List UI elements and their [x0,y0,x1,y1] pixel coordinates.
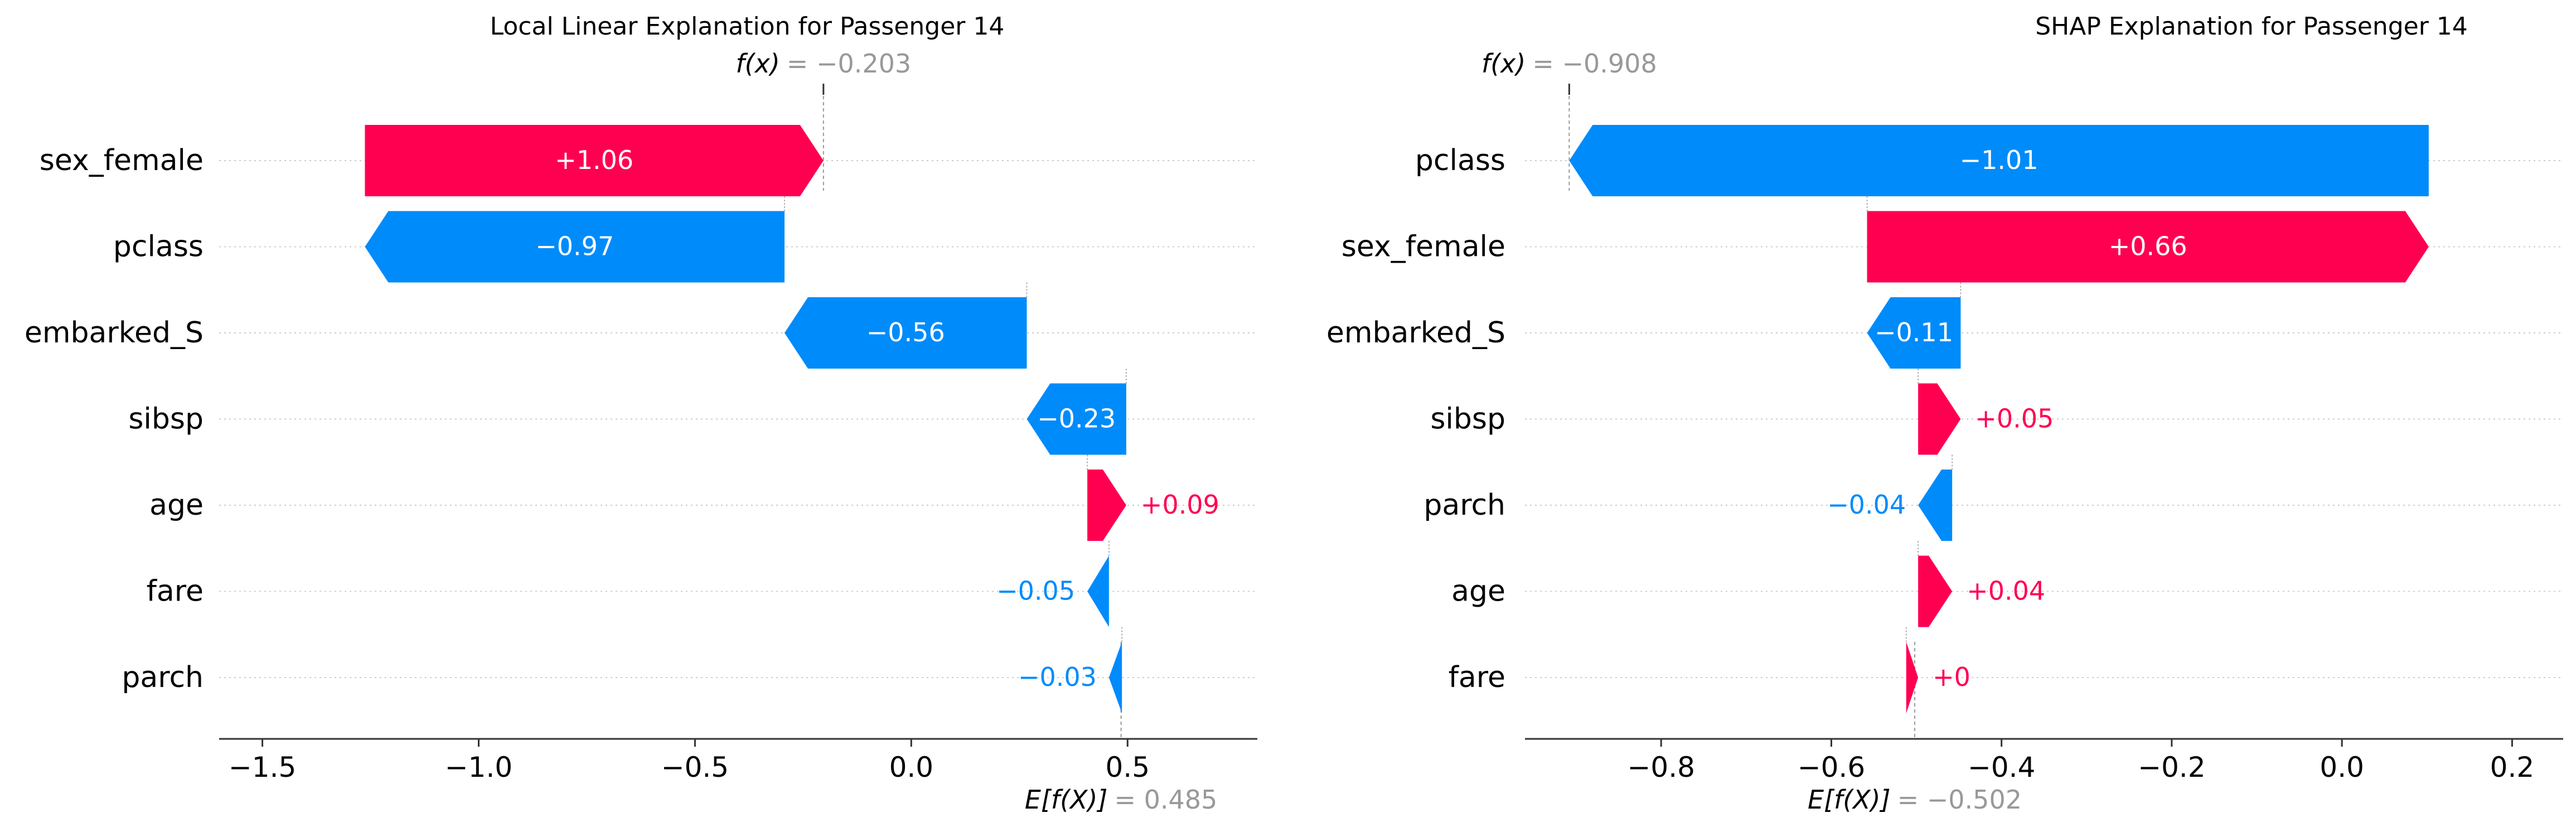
ex-label-prefix: E[f(X)] [1025,785,1108,815]
fx-label-prefix: f(x) [1481,49,1526,79]
feature-label: age [149,488,204,522]
chart-title: Local Linear Explanation for Passenger 1… [490,12,1005,41]
feature-label: sex_female [1342,230,1505,264]
fx-label-prefix: f(x) [735,49,779,79]
bar-sibsp [1918,383,1961,455]
fx-label-value: = −0.908 [1532,49,1657,79]
x-tick-label: 0.0 [889,751,934,783]
feature-label: fare [147,575,204,608]
bar-embarked-S [785,297,1027,369]
bar-sibsp [1026,383,1126,455]
feature-label: sex_female [40,144,204,177]
bar-sex-female [1867,211,2429,283]
feature-label: embarked_S [25,316,204,350]
chart-local-linear: Local Linear Explanation for Passenger 1… [25,12,1257,815]
x-tick-label: 0.2 [2490,751,2535,783]
expected-value-label: E[f(X)] = 0.485 [1025,785,1217,815]
feature-label: sibsp [128,403,204,436]
x-tick-label: −0.8 [1627,751,1694,783]
feature-label: parch [122,661,204,694]
ex-label-prefix: E[f(X)] [1808,785,1891,815]
bar-value-label: −0.04 [1827,490,1906,520]
fx-label: f(x) = −0.203 [735,49,911,79]
bar-value-label: +0 [1933,662,1970,692]
x-tick-label: −0.2 [2138,751,2205,783]
bar-embarked-S [1867,297,1961,369]
bar-value-label: −0.05 [996,576,1075,606]
x-tick-label: −0.5 [661,751,729,783]
bar-pclass [365,211,785,283]
feature-label: sibsp [1430,403,1505,436]
x-tick-label: −1.0 [445,751,512,783]
bar-value-label: +0.04 [1967,576,2045,606]
bar-value-label: +0.09 [1141,490,1219,520]
bar-value-label: +1.06 [555,145,633,175]
chart-shap: SHAP Explanation for Passenger 14 −1.01 pc… [1326,12,2563,815]
bar-age [1087,470,1126,541]
x-tick-label: 0.0 [2320,751,2364,783]
bar-value-label: −0.11 [1875,317,1953,347]
bar-value-label: +0.05 [1975,404,2054,434]
expected-value-label: E[f(X)] = −0.502 [1808,785,2022,815]
bar-value-label: −0.03 [1018,662,1097,692]
bar-value-label: −1.01 [1960,145,2038,175]
feature-label: age [1451,575,1505,608]
ex-label-value: = 0.485 [1114,785,1217,815]
feature-label: parch [1423,488,1505,522]
feature-label: embarked_S [1326,316,1505,350]
bar-fare [1906,642,1919,713]
bar-value-label: −0.23 [1037,404,1116,434]
fx-label-value: = −0.203 [787,49,911,79]
feature-label: fare [1449,661,1505,694]
ex-label-value: = −0.502 [1897,785,2022,815]
bar-parch [1108,642,1122,713]
x-tick-label: 0.5 [1105,751,1150,783]
bar-fare [1087,555,1109,627]
chart-title: SHAP Explanation for Passenger 14 [2035,12,2468,41]
feature-label: pclass [113,230,204,264]
bar-parch [1918,470,1953,541]
fx-label: f(x) = −0.908 [1481,49,1657,79]
bar-sex-female [365,125,824,196]
feature-label: pclass [1415,144,1505,177]
x-tick-label: −0.6 [1798,751,1865,783]
bar-value-label: +0.66 [2109,231,2187,262]
x-tick-label: −0.4 [1968,751,2035,783]
bar-age [1918,555,1953,627]
bar-value-label: −0.97 [535,231,614,262]
bar-pclass [1569,125,2429,196]
bar-value-label: −0.56 [866,317,945,347]
x-tick-label: −1.5 [229,751,296,783]
